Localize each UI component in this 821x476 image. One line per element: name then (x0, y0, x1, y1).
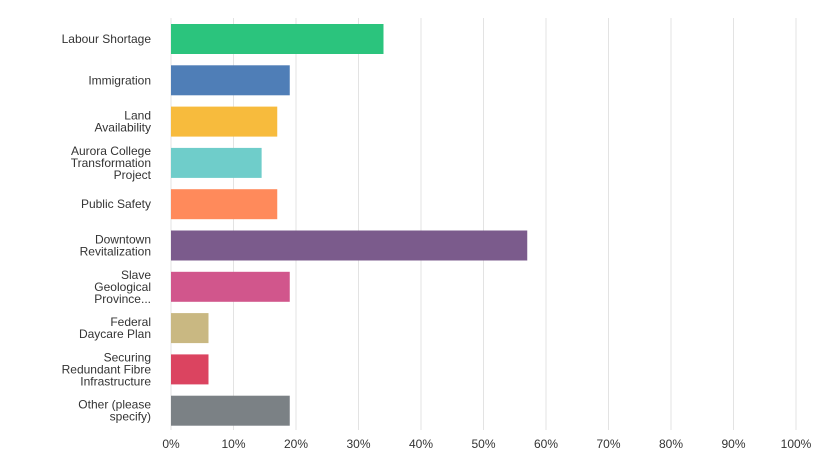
category-label: Securing Redundant Fibre Infrastructure (62, 350, 152, 388)
category-label: Public Safety (81, 197, 151, 211)
x-tick-label: 10% (221, 437, 245, 451)
category-labels: Labour Shortage Immigration Land Availabili… (62, 32, 152, 424)
category-label: Labour Shortage (62, 32, 152, 46)
category-label: Immigration (88, 73, 151, 87)
category-label: Aurora College Transformation Project (71, 144, 152, 182)
x-axis-tick-labels: 0% 10% 20% 30% 40% 50% 60% 70% 80% 90% 100% (162, 437, 811, 451)
bar[interactable] (171, 395, 290, 426)
x-tick-label: 40% (409, 437, 433, 451)
bar[interactable] (171, 106, 278, 137)
bar[interactable] (171, 354, 209, 385)
bar[interactable] (171, 147, 262, 178)
x-tick-label: 60% (534, 437, 558, 451)
bar[interactable] (171, 65, 290, 96)
category-label: Downtown Revitalization (80, 233, 151, 259)
bar[interactable] (171, 24, 384, 54)
x-tick-label: 30% (346, 437, 370, 451)
x-tick-label: 20% (284, 437, 308, 451)
bar[interactable] (171, 189, 278, 220)
x-tick-label: 100% (781, 437, 812, 451)
category-label: Other (please specify) (78, 398, 151, 424)
x-tick-label: 80% (659, 437, 683, 451)
x-tick-label: 70% (596, 437, 620, 451)
x-tick-label: 50% (471, 437, 495, 451)
bar[interactable] (171, 313, 209, 344)
x-tick-label: 90% (721, 437, 745, 451)
bars (171, 24, 528, 426)
bar[interactable] (171, 271, 290, 302)
bar[interactable] (171, 230, 528, 261)
category-label: Slave Geological Province... (94, 268, 151, 306)
category-label: Land Availability (95, 109, 151, 135)
category-label: Federal Daycare Plan (79, 315, 151, 341)
x-tick-label: 0% (162, 437, 180, 451)
